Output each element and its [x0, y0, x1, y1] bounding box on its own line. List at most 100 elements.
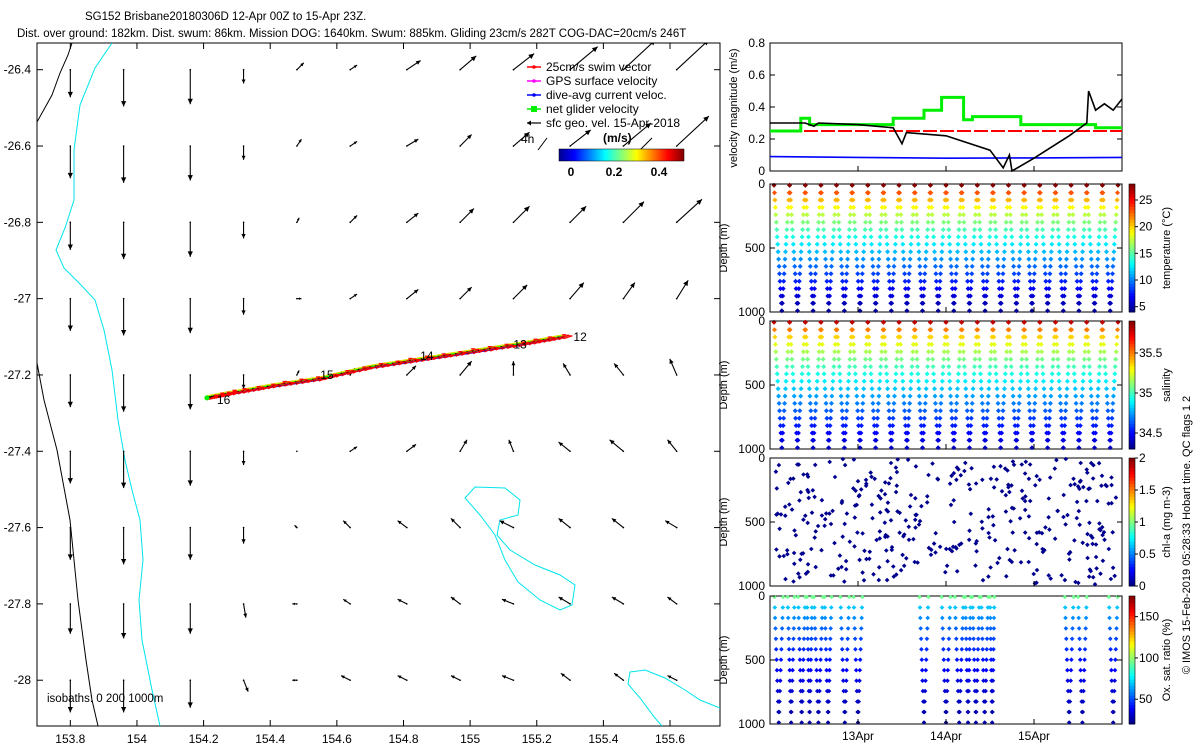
temperature-point	[952, 286, 958, 292]
salinity-point	[881, 334, 887, 340]
oxygen-point	[1068, 688, 1073, 694]
chla-point	[1034, 567, 1040, 573]
temperature-point	[980, 271, 986, 277]
salinity-point	[985, 393, 991, 399]
temperature-point	[1111, 249, 1117, 255]
oxygen-point	[826, 688, 832, 694]
salinity-point	[870, 400, 876, 406]
oxygen-point	[856, 699, 861, 704]
oxygen-point	[1111, 699, 1117, 704]
chla-point	[1084, 498, 1089, 504]
salinity-point	[875, 408, 881, 414]
chla-point	[867, 556, 872, 562]
chla-point	[1017, 516, 1023, 521]
chla-colorbar-band	[1129, 547, 1135, 552]
temperature-point	[865, 190, 871, 196]
oxygen-axes-box	[769, 595, 1123, 725]
temperature-point	[1078, 271, 1084, 277]
oxygen-point	[1083, 626, 1089, 631]
temperature-point	[965, 278, 971, 284]
oxygen-point	[1081, 667, 1087, 673]
oxygen-point	[813, 647, 819, 652]
salinity-point	[935, 445, 941, 451]
salinity-point	[970, 386, 976, 392]
geo-vector-head	[466, 134, 472, 140]
salinity-point	[1069, 334, 1075, 340]
temperature-point	[1038, 204, 1044, 210]
chla-point	[1074, 499, 1080, 505]
chla-colorbar-band	[1129, 458, 1135, 462]
salinity-point	[869, 386, 875, 392]
temperature-point	[797, 263, 803, 269]
temperature-point	[990, 190, 996, 196]
temperature-point	[1034, 234, 1040, 240]
temperature-point	[832, 212, 838, 218]
chla-point	[851, 486, 856, 491]
geo-vector-head	[187, 628, 193, 634]
salinity-point	[785, 341, 791, 347]
temperature-point	[807, 256, 813, 262]
temperature-point	[806, 249, 812, 255]
oxygen-point	[983, 667, 989, 673]
salinity-point	[1053, 327, 1059, 333]
salinity-point	[992, 349, 998, 355]
temperature-point	[971, 241, 977, 247]
oxygen-point	[807, 699, 813, 704]
salinity-point	[858, 430, 864, 436]
salinity-point	[780, 423, 786, 429]
oxygen-point	[838, 605, 844, 610]
salinity-point	[920, 445, 925, 451]
chla-point	[1090, 476, 1096, 481]
oxygen-point	[817, 667, 823, 673]
oxygen-point	[945, 667, 951, 673]
chla-point	[1113, 495, 1119, 500]
chla-point	[775, 511, 780, 516]
salinity-point	[1104, 386, 1109, 392]
temperature-point	[953, 278, 959, 284]
temperature-point	[858, 300, 863, 306]
temperature-point	[1008, 227, 1014, 233]
geo-vector-head	[121, 558, 127, 565]
temperature-point	[818, 182, 824, 188]
oxygen-point	[944, 688, 950, 694]
salinity-point	[1034, 371, 1040, 377]
swim-vector	[358, 366, 371, 373]
geo-vector-head	[340, 675, 345, 679]
salinity-point	[832, 349, 838, 355]
oxygen-point	[987, 594, 993, 600]
oxygen-point	[1076, 615, 1082, 621]
salinity-point	[1086, 349, 1092, 355]
temperature-point	[1004, 212, 1010, 218]
salinity-point	[902, 415, 908, 421]
velocity-series-line	[769, 155, 1123, 160]
temperature-point	[991, 204, 997, 210]
salinity-point	[773, 349, 779, 355]
chla-point	[1062, 577, 1068, 583]
oxygen-point	[988, 626, 993, 631]
temperature-point	[1064, 256, 1069, 262]
chla-colorbar-band	[1129, 470, 1135, 475]
salinity-point	[1088, 393, 1094, 399]
geo-vector-head	[704, 43, 708, 46]
salinity-point	[1112, 371, 1118, 377]
salinity-point	[956, 356, 962, 362]
temperature-point	[1097, 219, 1103, 225]
temperature-point	[855, 278, 861, 284]
side-credit: © IMOS 15-Feb-2019 05:28:33 Hobart time.…	[1181, 396, 1193, 674]
salinity-point	[859, 415, 865, 421]
oxygen-point	[844, 678, 849, 683]
salinity-colorbar-band	[1129, 349, 1135, 354]
salinity-point	[823, 393, 828, 399]
salinity-point	[854, 393, 860, 399]
chla-colorbar-band	[1129, 486, 1135, 491]
geo-vector-head	[397, 520, 402, 525]
salinity-point	[904, 445, 910, 451]
chla-point	[839, 564, 844, 570]
salinity-point	[883, 364, 889, 370]
salinity-point	[983, 437, 989, 443]
temperature-point	[1027, 278, 1033, 284]
salinity-point	[874, 423, 880, 429]
temperature-point	[1012, 286, 1018, 292]
temperature-point	[781, 271, 787, 277]
oxygen-point	[859, 626, 864, 631]
